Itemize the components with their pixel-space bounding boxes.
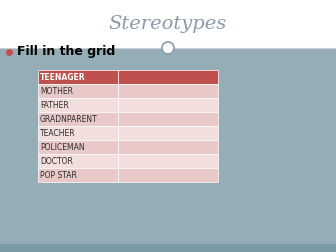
Bar [38,126,118,140]
Bar [118,98,218,112]
Bar [118,140,218,154]
Bar [118,154,218,168]
Bar [38,84,118,98]
Bar [38,168,118,182]
Text: FATHER: FATHER [40,101,69,110]
Text: MOTHER: MOTHER [40,86,73,96]
Text: GRADNPARENT: GRADNPARENT [40,114,98,123]
Text: TEACHER: TEACHER [40,129,76,138]
Bar [118,168,218,182]
Text: POP STAR: POP STAR [40,171,77,179]
Bar [38,112,118,126]
Text: DOCTOR: DOCTOR [40,156,73,166]
Circle shape [162,42,174,54]
Bar [38,154,118,168]
Bar [0,0,336,48]
Bar [0,244,336,252]
Text: POLICEMAN: POLICEMAN [40,142,85,151]
Bar [118,84,218,98]
Bar [38,140,118,154]
Text: Fill in the grid: Fill in the grid [17,46,115,58]
Bar [38,70,118,84]
Bar [38,98,118,112]
Text: TEENAGER: TEENAGER [40,73,86,81]
Bar [118,70,218,84]
Bar [118,112,218,126]
Text: Stereotypes: Stereotypes [109,15,227,33]
Bar [118,126,218,140]
